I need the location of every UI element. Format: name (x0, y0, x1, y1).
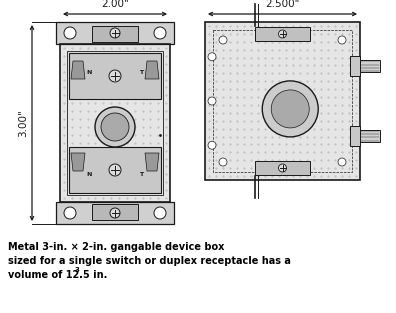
Text: Metal 3-in. × 2-in. gangable device box: Metal 3-in. × 2-in. gangable device box (8, 242, 225, 252)
Circle shape (208, 141, 216, 149)
Bar (255, 161, 310, 175)
Bar (92, 26, 138, 42)
Circle shape (278, 30, 286, 38)
Bar (205, 22, 360, 180)
Bar (213, 30, 352, 172)
Polygon shape (71, 153, 85, 171)
Bar (360, 130, 380, 142)
Text: N: N (87, 70, 92, 75)
Circle shape (278, 164, 286, 172)
Text: 2.500": 2.500" (265, 0, 300, 9)
Bar (255, 27, 310, 41)
Circle shape (208, 53, 216, 61)
Bar (60, 44, 170, 202)
Bar (67, 51, 163, 195)
Bar (205, 22, 360, 180)
Circle shape (64, 27, 76, 39)
Bar (56, 202, 174, 224)
Circle shape (219, 158, 227, 166)
Bar (56, 22, 174, 44)
Circle shape (101, 113, 129, 141)
Bar (360, 60, 380, 72)
Circle shape (64, 207, 76, 219)
Circle shape (338, 36, 346, 44)
Polygon shape (71, 61, 85, 79)
Text: 2.00": 2.00" (101, 0, 129, 9)
Bar (69, 53, 161, 99)
Polygon shape (145, 153, 159, 171)
Text: 3: 3 (75, 267, 80, 273)
Circle shape (271, 90, 309, 128)
Bar (92, 204, 138, 220)
Circle shape (208, 97, 216, 105)
Text: 3.00": 3.00" (18, 109, 28, 137)
Circle shape (109, 70, 121, 82)
Text: .: . (79, 270, 83, 280)
Bar (350, 56, 360, 76)
Text: N: N (87, 172, 92, 177)
Polygon shape (145, 61, 159, 79)
Text: volume of 12.5 in.: volume of 12.5 in. (8, 270, 107, 280)
Circle shape (262, 81, 318, 137)
Bar (350, 126, 360, 146)
Circle shape (219, 36, 227, 44)
Text: sized for a single switch or duplex receptacle has a: sized for a single switch or duplex rece… (8, 256, 291, 266)
Circle shape (154, 207, 166, 219)
Text: T: T (139, 70, 143, 75)
Circle shape (110, 208, 120, 218)
Bar (60, 44, 170, 202)
Bar (69, 147, 161, 193)
Circle shape (109, 164, 121, 176)
Circle shape (154, 27, 166, 39)
Text: T: T (139, 172, 143, 177)
Circle shape (110, 28, 120, 38)
Circle shape (95, 107, 135, 147)
Circle shape (338, 158, 346, 166)
